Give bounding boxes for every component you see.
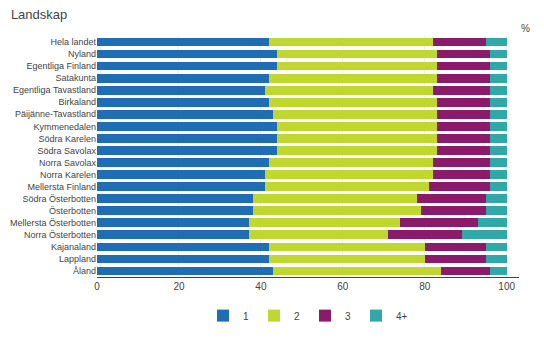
svg-text:Åland: Åland <box>73 266 96 276</box>
svg-text:Mellersta Finland: Mellersta Finland <box>27 182 96 192</box>
svg-text:1: 1 <box>243 311 249 322</box>
svg-text:Hela landet: Hela landet <box>50 37 96 47</box>
svg-text:2: 2 <box>294 311 300 322</box>
svg-text:40: 40 <box>255 281 267 292</box>
svg-text:Norra Österbotten: Norra Österbotten <box>24 230 96 240</box>
svg-text:Satakunta: Satakunta <box>55 73 96 83</box>
svg-text:Kajanaland: Kajanaland <box>51 242 96 252</box>
svg-text:Landskap: Landskap <box>11 7 67 22</box>
svg-text:4+: 4+ <box>396 311 408 322</box>
svg-text:80: 80 <box>419 281 431 292</box>
svg-text:Nyland: Nyland <box>68 49 96 59</box>
svg-text:Egentliga Finland: Egentliga Finland <box>26 61 96 71</box>
svg-text:Södra Österbotten: Södra Österbotten <box>22 194 96 204</box>
svg-text:0: 0 <box>94 281 100 292</box>
svg-text:Egentliga Tavastland: Egentliga Tavastland <box>13 85 96 95</box>
svg-text:Birkaland: Birkaland <box>58 97 96 107</box>
svg-text:%: % <box>521 23 530 34</box>
svg-text:Mellersta Österbotten: Mellersta Österbotten <box>10 218 96 228</box>
svg-text:3: 3 <box>345 311 351 322</box>
svg-text:20: 20 <box>173 281 185 292</box>
svg-text:Lappland: Lappland <box>59 254 96 264</box>
svg-text:60: 60 <box>337 281 349 292</box>
svg-text:Päijänne-Tavastland: Päijänne-Tavastland <box>15 109 96 119</box>
svg-text:Södra Karelen: Södra Karelen <box>38 134 96 144</box>
svg-text:Norra Karelen: Norra Karelen <box>40 170 96 180</box>
svg-text:Södra Savolax: Södra Savolax <box>37 146 96 156</box>
svg-text:100: 100 <box>498 281 515 292</box>
svg-text:Österbotten: Österbotten <box>49 206 96 216</box>
svg-text:Kymmenedalen: Kymmenedalen <box>33 122 96 132</box>
svg-text:Norra Savolax: Norra Savolax <box>39 158 97 168</box>
